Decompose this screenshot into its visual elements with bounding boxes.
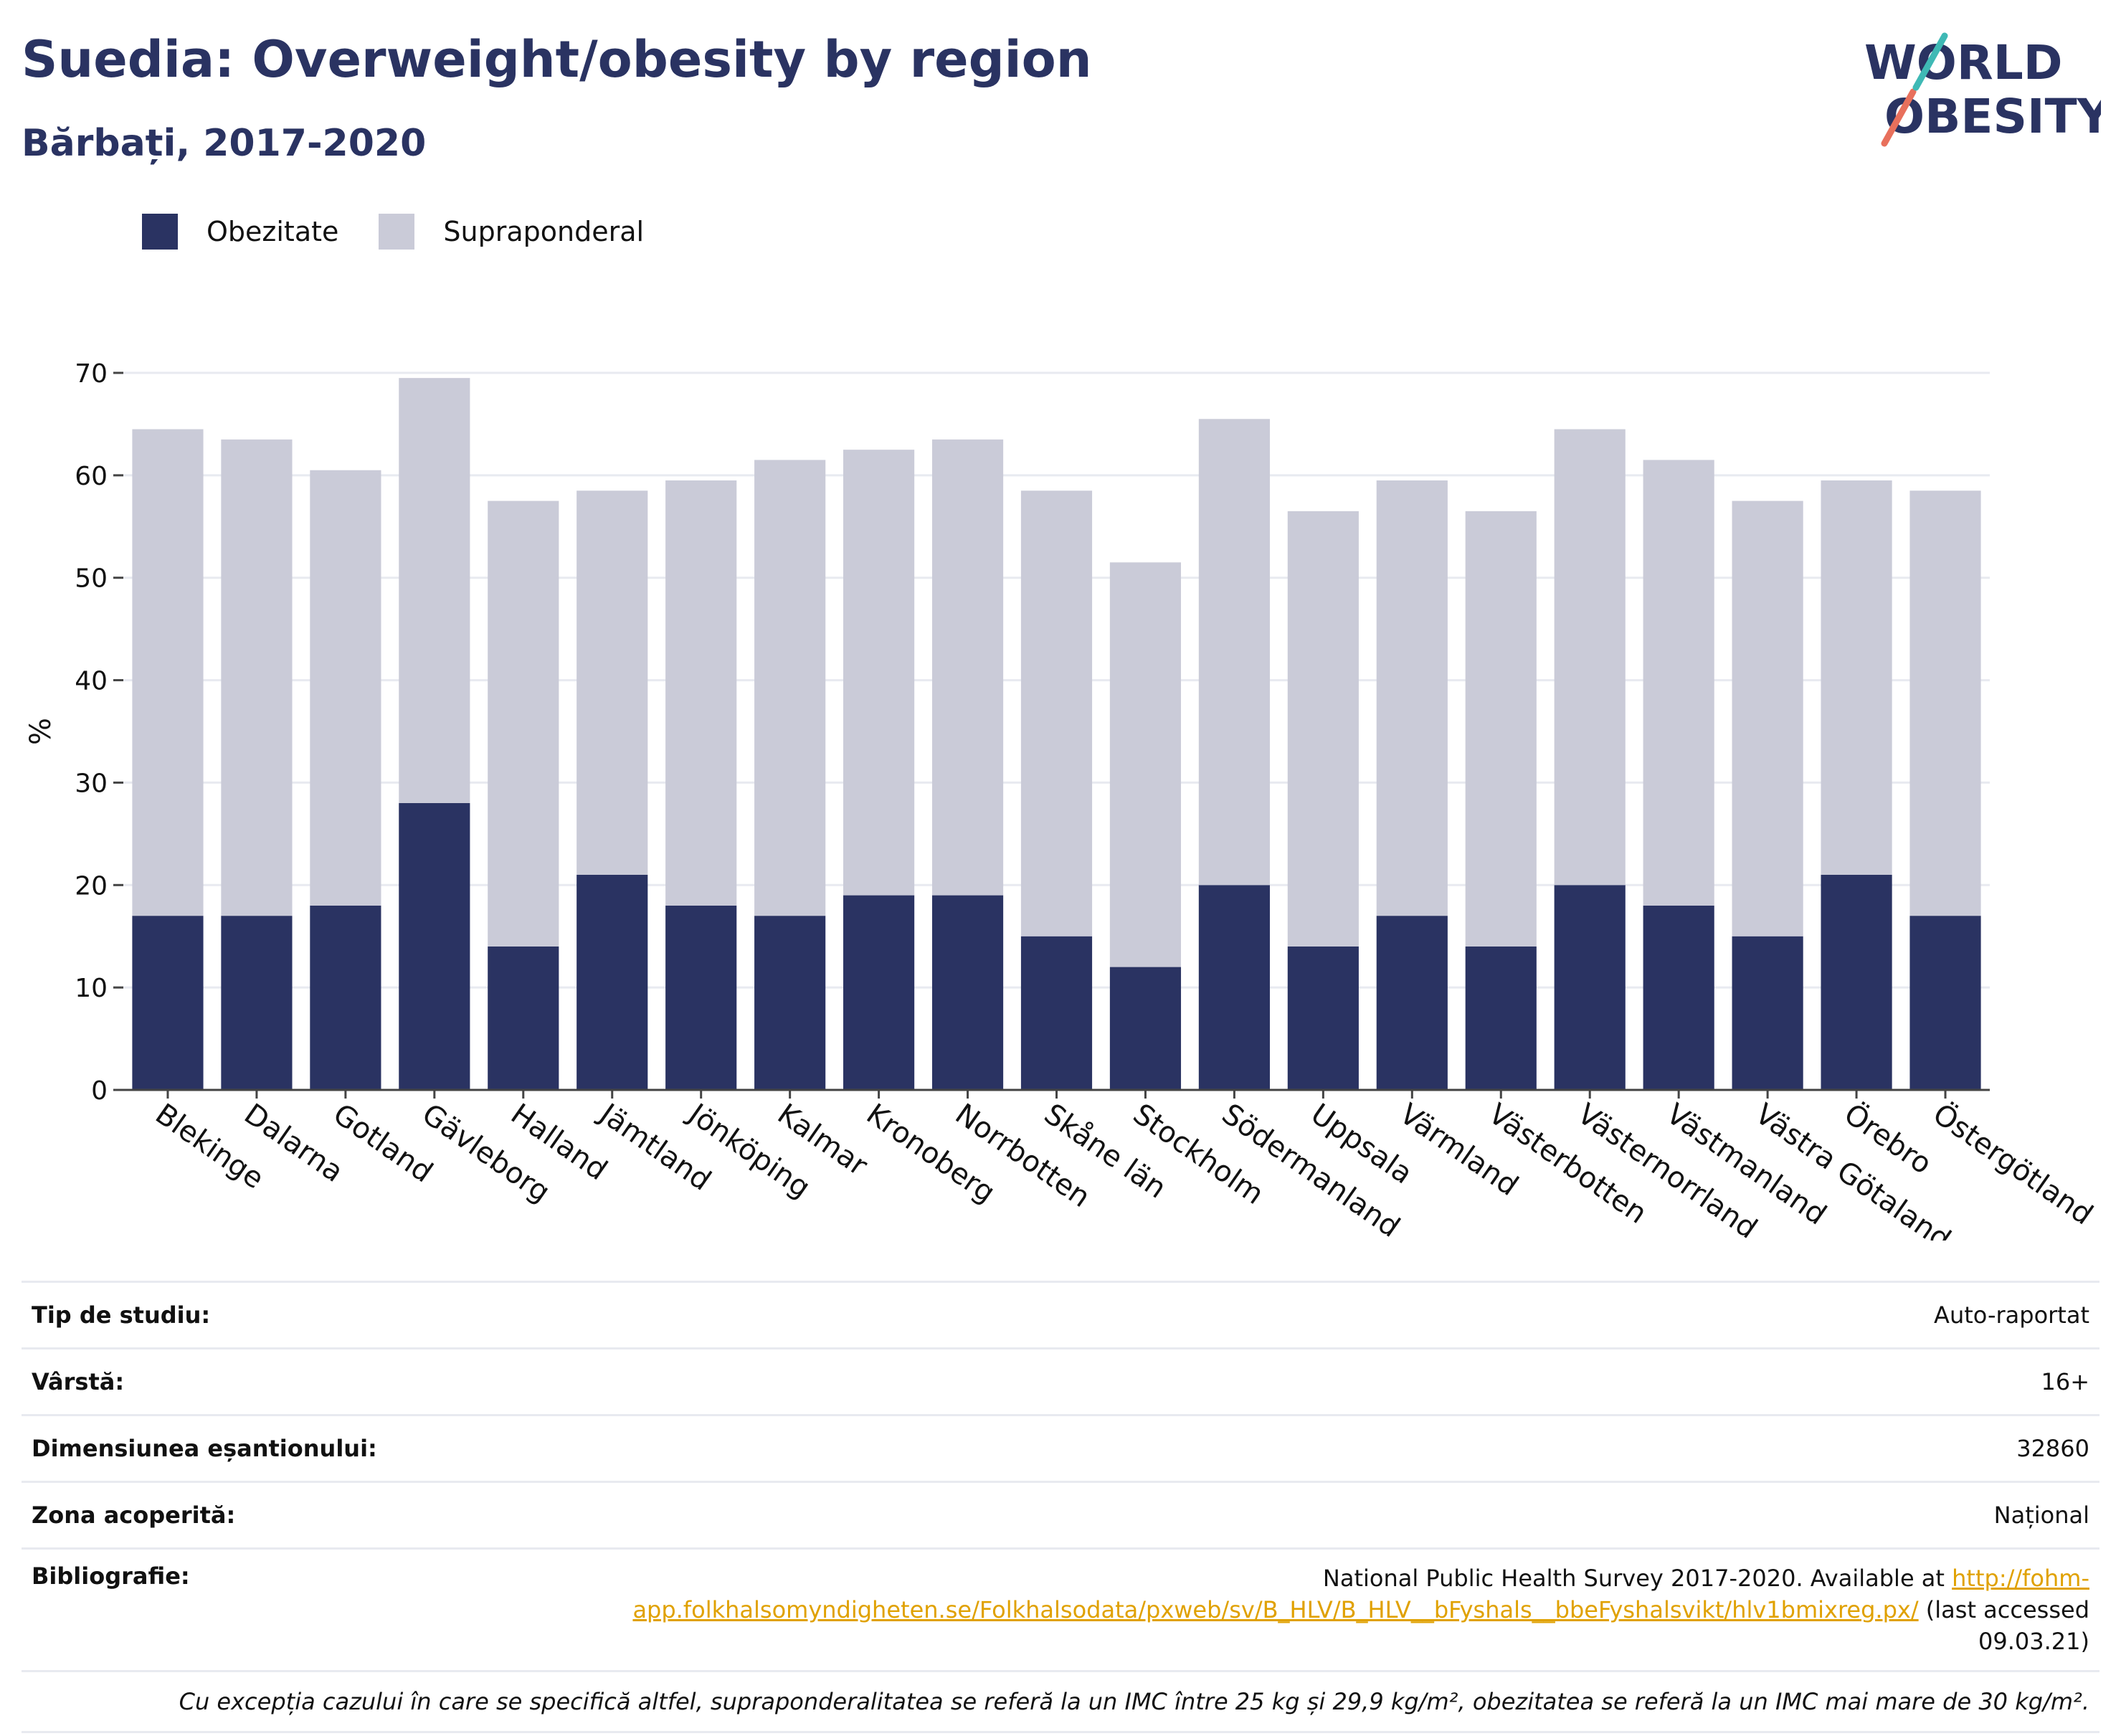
legend-label-obesity: Obezitate bbox=[207, 216, 339, 247]
bar-overweight bbox=[576, 490, 648, 875]
meta-row-study-type: Tip de studiu: Auto-raportat bbox=[22, 1281, 2099, 1347]
bar-obesity bbox=[399, 803, 470, 1090]
bar-obesity bbox=[754, 916, 826, 1090]
bar-overweight bbox=[931, 439, 1004, 896]
y-tick-label: 70 bbox=[75, 359, 108, 389]
bar-obesity bbox=[221, 916, 293, 1090]
bar-obesity bbox=[1198, 885, 1270, 1090]
legend-swatch-obesity bbox=[142, 214, 178, 250]
bar-overweight bbox=[1020, 490, 1093, 936]
study-metadata: Tip de studiu: Auto-raportat Vârstă: 16+… bbox=[22, 1281, 2099, 1733]
bar-overweight bbox=[1821, 480, 1892, 875]
bar-overweight bbox=[1465, 511, 1537, 947]
study-type-value: Auto-raportat bbox=[1934, 1301, 2089, 1329]
sample-size-label: Dimensiunea eșantionului: bbox=[32, 1435, 377, 1462]
bar-overweight bbox=[1109, 562, 1182, 967]
bar-overweight bbox=[1732, 501, 1803, 936]
meta-row-age: Vârstă: 16+ bbox=[22, 1347, 2099, 1414]
bar-obesity bbox=[488, 947, 559, 1090]
study-type-label: Tip de studiu: bbox=[32, 1301, 211, 1329]
bar-obesity bbox=[1643, 905, 1714, 1090]
bibliography-text: National Public Health Survey 2017-2020.… bbox=[1322, 1565, 1952, 1592]
bar-overweight bbox=[310, 470, 381, 906]
bar-overweight bbox=[1198, 419, 1270, 886]
legend-item-overweight: Supraponderal bbox=[379, 214, 644, 250]
legend-swatch-overweight bbox=[379, 214, 415, 250]
area-label: Zona acoperită: bbox=[32, 1502, 236, 1529]
bar-overweight bbox=[488, 501, 559, 947]
bibliography-link[interactable]: http://fohm-app.folkhalsomyndigheten.se/… bbox=[632, 1565, 2089, 1623]
meta-row-area: Zona acoperită: Național bbox=[22, 1481, 2099, 1547]
y-tick-label: 50 bbox=[75, 564, 108, 594]
bar-obesity bbox=[1821, 875, 1892, 1090]
logo-line1: WORLD bbox=[1864, 35, 2063, 90]
legend-label-overweight: Supraponderal bbox=[443, 216, 645, 247]
y-tick-label: 20 bbox=[75, 871, 108, 901]
bar-obesity bbox=[1909, 916, 1981, 1090]
chart-legend: Obezitate Supraponderal bbox=[142, 214, 684, 250]
bar-overweight bbox=[1909, 490, 1981, 916]
legend-item-obesity: Obezitate bbox=[142, 214, 338, 250]
bar-obesity bbox=[1376, 916, 1448, 1090]
bar-obesity bbox=[132, 916, 204, 1090]
meta-row-sample: Dimensiunea eșantionului: 32860 bbox=[22, 1414, 2099, 1481]
bar-overweight bbox=[843, 450, 915, 896]
logo-line2: OBESITY bbox=[1884, 89, 2101, 144]
bibliography-label: Bibliografie: bbox=[32, 1562, 190, 1590]
x-tick-label: Gotland bbox=[327, 1098, 438, 1190]
bar-overweight bbox=[132, 429, 204, 916]
y-tick-label: 10 bbox=[75, 974, 108, 1003]
bar-obesity bbox=[310, 905, 381, 1090]
y-tick-label: 0 bbox=[91, 1076, 108, 1106]
bar-overweight bbox=[754, 460, 826, 916]
chart-subtitle: Bărbați, 2017-2020 bbox=[22, 122, 427, 165]
logo-slash-teal bbox=[1912, 32, 1948, 91]
bar-overweight bbox=[1376, 480, 1448, 916]
y-tick-label: 30 bbox=[75, 769, 108, 798]
meta-row-bibliography: Bibliografie: National Public Health Sur… bbox=[22, 1547, 2099, 1670]
bar-overweight bbox=[399, 378, 470, 803]
bar-obesity bbox=[1554, 885, 1626, 1090]
bar-obesity bbox=[1020, 936, 1093, 1090]
x-tick-label: Östergötland bbox=[1927, 1096, 2099, 1232]
y-tick-label: 40 bbox=[75, 667, 108, 696]
y-tick-label: 60 bbox=[75, 462, 108, 491]
bar-chart: 010203040506070%BlekingeDalarnaGotlandGä… bbox=[24, 359, 2099, 1241]
bibliography-value: National Public Health Survey 2017-2020.… bbox=[584, 1562, 2089, 1657]
bar-overweight bbox=[221, 439, 293, 916]
bar-obesity bbox=[1109, 967, 1182, 1090]
bar-overweight bbox=[665, 480, 737, 906]
bibliography-suffix: (last accessed 09.03.21) bbox=[1918, 1596, 2089, 1655]
bar-obesity bbox=[843, 895, 915, 1090]
y-axis-label: % bbox=[24, 718, 57, 745]
age-value: 16+ bbox=[2041, 1368, 2089, 1395]
bar-overweight bbox=[1554, 429, 1626, 886]
sample-size-value: 32860 bbox=[2016, 1435, 2089, 1462]
bar-obesity bbox=[1287, 947, 1359, 1090]
world-obesity-logo: WORLD OBESITY bbox=[1864, 32, 2101, 147]
chart-title: Suedia: Overweight/obesity by region bbox=[22, 30, 1092, 89]
bar-obesity bbox=[665, 905, 737, 1090]
bar-obesity bbox=[931, 895, 1004, 1090]
bar-obesity bbox=[1732, 936, 1803, 1090]
bar-overweight bbox=[1287, 511, 1359, 947]
bar-overweight bbox=[1643, 460, 1714, 906]
bar-obesity bbox=[576, 875, 648, 1090]
age-label: Vârstă: bbox=[32, 1368, 125, 1395]
area-value: Național bbox=[1993, 1502, 2089, 1529]
logo-slash-coral bbox=[1881, 88, 1917, 147]
definition-note: Cu excepția cazului în care se specifică… bbox=[22, 1670, 2099, 1733]
bar-obesity bbox=[1465, 947, 1537, 1090]
